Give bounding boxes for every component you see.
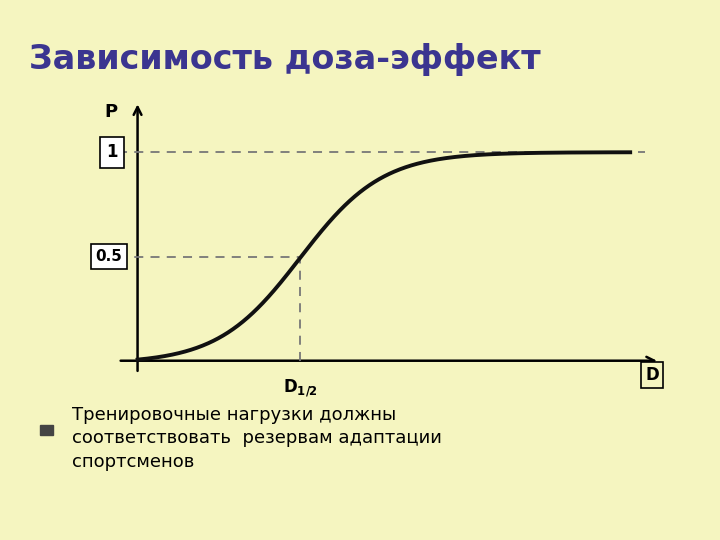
Text: D: D [646,366,660,384]
Text: $\mathbf{D_{1/2}}$: $\mathbf{D_{1/2}}$ [283,377,318,399]
Text: Тренировочные нагрузки должны
соответствовать  резервам адаптации
спортсменов: Тренировочные нагрузки должны соответств… [72,406,442,471]
Text: Зависимость доза-эффект: Зависимость доза-эффект [29,43,541,76]
Text: 1: 1 [106,143,117,161]
Text: P: P [104,103,117,122]
Text: 0.5: 0.5 [96,249,122,264]
Bar [40,425,53,435]
